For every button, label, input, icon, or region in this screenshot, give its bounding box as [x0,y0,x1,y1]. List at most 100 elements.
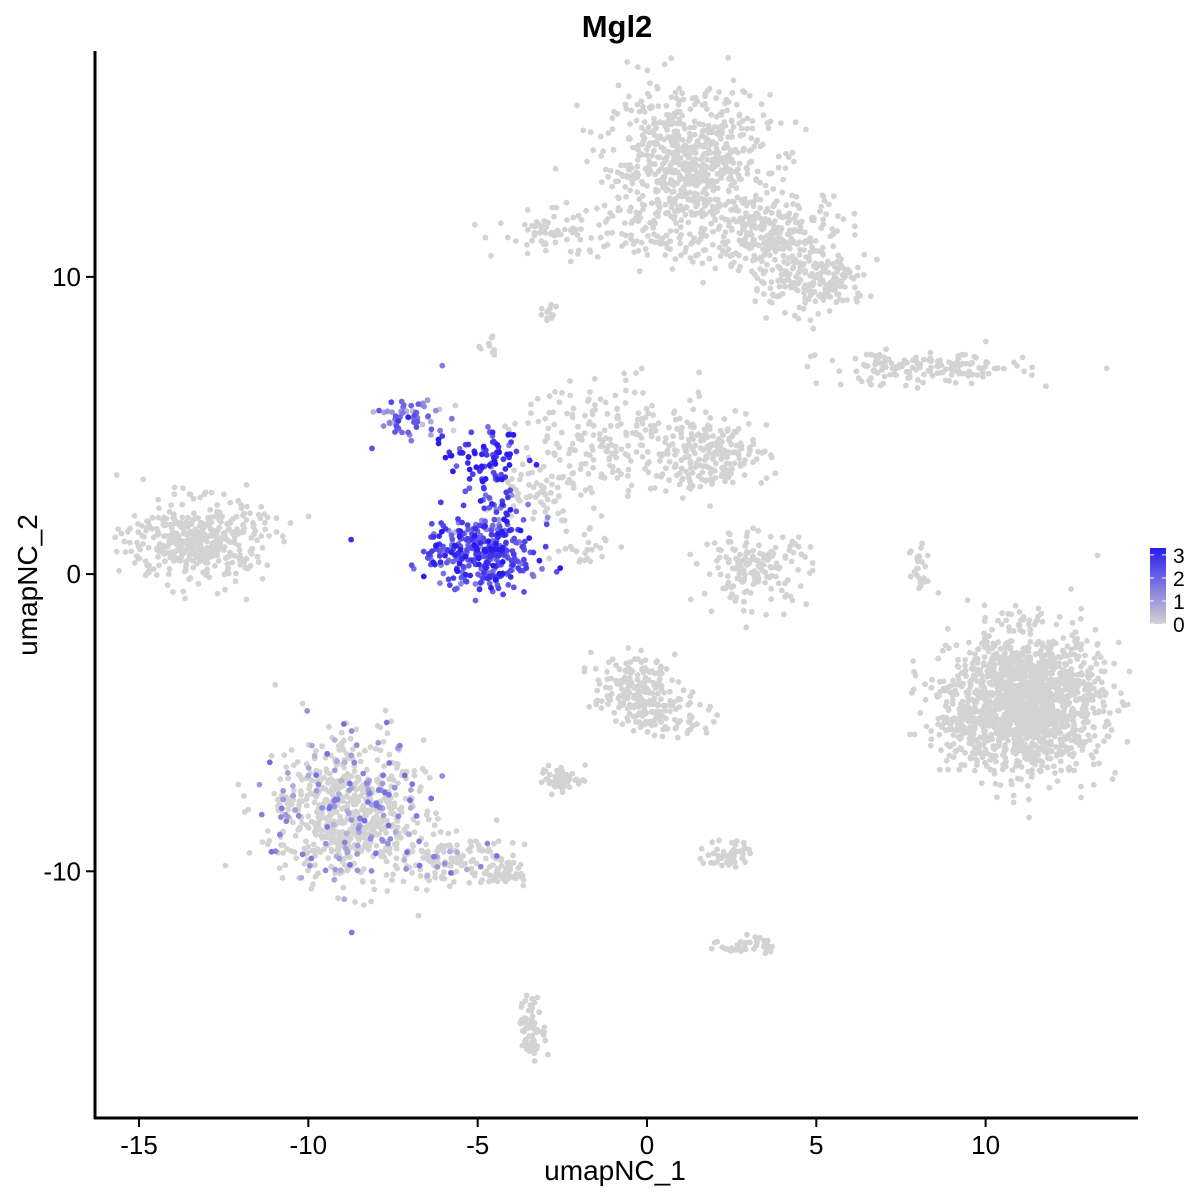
cell-point [976,364,983,371]
cell-point [957,362,964,368]
cell-point [560,508,566,514]
cell-point [659,733,666,740]
cell-point [744,125,750,132]
cell-point [809,217,815,224]
cell-point [764,937,771,944]
cell-point [728,225,735,232]
cell-point [645,677,652,683]
cell-point [737,215,744,222]
cell-point [1060,635,1067,641]
cell-point [741,472,748,478]
cell-point [1105,721,1112,728]
cell-point [616,195,622,202]
cell-point [952,379,959,386]
cell-point [681,443,688,449]
cell-point [624,714,631,721]
cell-point [604,230,611,237]
cell-point [757,196,764,203]
cell-point [841,266,848,272]
cell-point [367,744,374,750]
cell-point [116,567,122,574]
cell-point [584,158,590,165]
cell-point [196,538,203,545]
cell-point [641,119,648,125]
cell-point [608,441,614,448]
cell-point [570,481,577,488]
cell-point [1101,738,1107,744]
cell-point [1053,621,1060,628]
cell-point [736,160,743,167]
cell-point [748,570,755,576]
cell-point [552,388,558,395]
cell-point [1034,683,1041,690]
cell-point [782,213,789,220]
cell-point [768,279,775,285]
cell-point [724,426,731,433]
cell-point [916,575,923,582]
cell-point [749,125,756,132]
cell-point [970,706,977,712]
cell-point [645,124,652,130]
cell-point [996,706,1002,712]
cell-point [979,678,986,684]
cell-point [863,363,870,370]
cell-point [874,256,880,263]
cell-point [954,663,961,669]
cell-point [563,199,570,206]
cell-point [521,221,528,228]
cell-point [768,454,775,461]
cell-point [1066,764,1072,771]
cell-point [805,254,812,260]
cell-point [792,119,799,126]
cell-point [1070,713,1077,719]
cell-point [515,495,522,502]
cell-point [238,505,245,512]
cell-point [645,233,651,239]
cell-point [615,82,622,89]
cell-point [966,735,973,742]
cell-point [673,95,680,101]
cell-point [360,902,367,908]
cell-point [721,119,728,125]
cell-point [666,688,673,695]
cell-point [712,265,719,272]
cell-point [761,218,768,225]
cell-point [769,267,776,273]
cell-point [179,514,186,521]
cell-point [1003,758,1009,765]
cell-point [820,251,826,258]
cell-point [944,625,951,632]
cell-point [1124,738,1131,745]
cell-point [161,533,167,539]
cell-point [678,457,685,463]
cell-point [750,547,757,554]
cell-point [175,537,181,544]
cell-point [1103,365,1110,372]
cell-point [542,415,549,422]
cell-point [1088,752,1095,758]
cell-point [759,551,766,558]
cell-point [723,140,730,147]
cell-point [776,565,783,572]
cell-point [1005,720,1012,727]
cell-point [655,208,662,215]
cell-point [680,687,687,694]
cell-point [762,950,769,957]
cell-point [780,237,786,244]
cell-point [222,586,229,593]
cell-point [728,207,734,213]
cell-point [666,477,672,484]
cell-point [663,435,669,441]
cell-point [678,434,685,441]
cell-point [1057,736,1064,742]
cell-point [586,704,593,710]
cell-point [661,136,667,143]
cell-point [587,484,593,491]
cell-point [911,731,918,738]
cell-point [534,395,541,402]
cell-point [609,469,616,476]
cell-point [757,215,764,222]
cell-point [589,411,596,418]
cell-point [226,526,233,533]
cell-point [642,465,648,472]
